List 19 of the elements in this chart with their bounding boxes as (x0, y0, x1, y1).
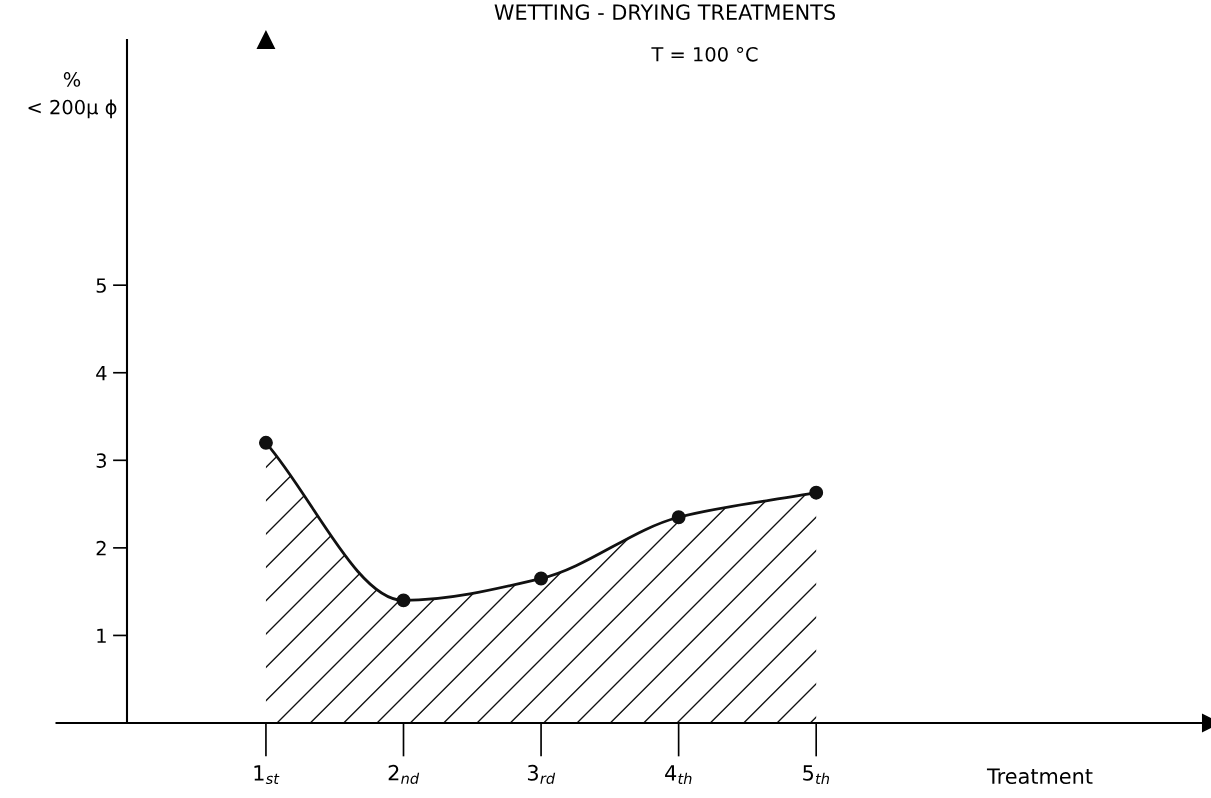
point (396, 593, 411, 608)
y-tick-label: 2 (96, 540, 106, 556)
chart-title: WETTING - DRYING TREATMENTS (494, 4, 835, 21)
y-tick-label: 3 (96, 453, 106, 468)
x-tick-label: 5$_{th}$ (803, 765, 830, 784)
y-axis-title: % < 200µ ϕ (28, 72, 117, 119)
y-tick-label: 5 (96, 278, 106, 293)
y-tick-label: 1 (97, 628, 106, 643)
y-tick-label: 4 (96, 365, 107, 381)
chart-subtitle: T = 100 °C (651, 46, 758, 62)
point (258, 435, 273, 450)
x-tick-label: 1$_{st}$ (254, 765, 280, 785)
x-tick-label: 4$_{th}$ (665, 765, 692, 784)
point (534, 571, 549, 586)
x-tick-label: 2$_{nd}$ (388, 764, 420, 784)
point (671, 510, 686, 525)
x-axis-title: Treatment (986, 768, 1093, 785)
x-tick-label: 3$_{rd}$ (527, 764, 556, 784)
point (809, 485, 824, 500)
